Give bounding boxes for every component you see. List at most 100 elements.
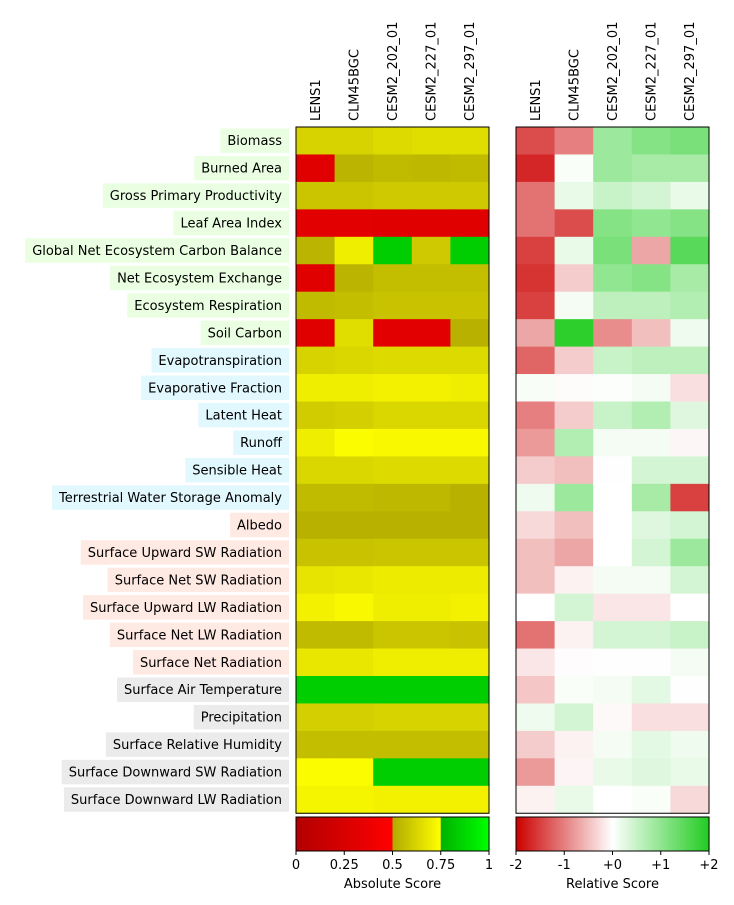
relative-colorbar-segment bbox=[549, 817, 551, 851]
absolute-colorbar-segment bbox=[385, 817, 388, 851]
absolute-col-label-cesm2-227-01: CESM2_227_01 bbox=[425, 22, 440, 121]
relative-col-label-clm45bgc: CLM45BGC bbox=[567, 49, 582, 121]
row-label-runoff: Runoff bbox=[240, 436, 283, 451]
relative-cell-surface-net-lw-radiation-cesm2-202-01 bbox=[593, 621, 633, 650]
relative-cell-surface-downward-sw-radiation-cesm2-227-01 bbox=[631, 758, 671, 787]
absolute-cell-albedo-clm45bgc bbox=[334, 511, 374, 540]
relative-colorbar-segment bbox=[548, 817, 550, 851]
row-label-surface-net-lw-radiation: Surface Net LW Radiation bbox=[117, 628, 282, 643]
relative-colorbar-segment bbox=[662, 817, 665, 851]
absolute-colorbar-segment bbox=[453, 817, 456, 851]
absolute-colorbar-segment bbox=[428, 817, 431, 851]
relative-cell-surface-downward-sw-radiation-lens1 bbox=[516, 758, 556, 787]
relative-colorbar-segment bbox=[523, 817, 525, 851]
absolute-colorbar-segment bbox=[454, 817, 457, 851]
relative-cell-precipitation-cesm2-227-01 bbox=[631, 703, 671, 732]
absolute-colorbar-segment bbox=[393, 817, 396, 851]
relative-colorbar-segment bbox=[694, 817, 697, 851]
relative-colorbar-segment bbox=[659, 817, 662, 851]
absolute-colorbar-segment bbox=[390, 817, 393, 851]
absolute-colorbar-segment bbox=[299, 817, 301, 851]
absolute-cell-burned-area-cesm2-202-01 bbox=[373, 154, 413, 183]
absolute-cell-global-net-ecosystem-carbon-balance-cesm2-227-01 bbox=[411, 236, 451, 265]
relative-cell-albedo-cesm2-227-01 bbox=[631, 511, 671, 540]
relative-colorbar-segment bbox=[592, 817, 595, 851]
relative-colorbar-segment bbox=[600, 817, 603, 851]
absolute-colorbar-segment bbox=[336, 817, 338, 851]
relative-colorbar-segment bbox=[695, 817, 698, 851]
absolute-colorbar-segment bbox=[432, 817, 435, 851]
absolute-colorbar-segment bbox=[321, 817, 323, 851]
absolute-colorbar-segment bbox=[416, 817, 419, 851]
absolute-colorbar-segment bbox=[449, 817, 452, 851]
absolute-colorbar-segment bbox=[391, 817, 394, 851]
absolute-colorbar-segment bbox=[396, 817, 399, 851]
relative-colorbar-segment bbox=[646, 817, 649, 851]
absolute-cell-precipitation-clm45bgc bbox=[334, 703, 374, 732]
absolute-cell-surface-downward-lw-radiation-clm45bgc bbox=[334, 785, 374, 814]
row-label-box-gross-primary-productivity bbox=[102, 183, 289, 208]
absolute-colorbar-segment bbox=[398, 817, 401, 851]
absolute-colorbar-segment bbox=[456, 817, 459, 851]
relative-cell-leaf-area-index-cesm2-227-01 bbox=[631, 209, 671, 238]
relative-colorbar-segment bbox=[699, 817, 702, 851]
absolute-cell-surface-upward-sw-radiation-lens1 bbox=[296, 538, 336, 567]
relative-colorbar-segment bbox=[626, 817, 629, 851]
relative-cell-sensible-heat-cesm2-297-01 bbox=[670, 456, 710, 485]
row-label-box-ecosystem-respiration bbox=[127, 293, 289, 318]
relative-colorbar-segment bbox=[655, 817, 658, 851]
relative-colorbar-segment bbox=[594, 817, 597, 851]
relative-colorbar-segment bbox=[576, 817, 578, 851]
absolute-cell-burned-area-lens1 bbox=[296, 154, 336, 183]
absolute-colorbar-segment bbox=[377, 817, 380, 851]
relative-colorbar-segment bbox=[636, 817, 639, 851]
absolute-colorbar-segment bbox=[415, 817, 418, 851]
relative-colorbar-segment bbox=[630, 817, 633, 851]
absolute-cell-global-net-ecosystem-carbon-balance-clm45bgc bbox=[334, 236, 374, 265]
relative-colorbar-segment bbox=[664, 817, 667, 851]
relative-colorbar-segment bbox=[543, 817, 545, 851]
relative-colorbar-segment bbox=[685, 817, 688, 851]
absolute-cell-precipitation-lens1 bbox=[296, 703, 336, 732]
relative-colorbar-segment bbox=[525, 817, 527, 851]
absolute-cell-surface-upward-sw-radiation-clm45bgc bbox=[334, 538, 374, 567]
absolute-colorbar-segment bbox=[297, 817, 299, 851]
absolute-col-label-cesm2-202-01: CESM2_202_01 bbox=[386, 22, 401, 121]
absolute-colorbar-segment bbox=[327, 817, 329, 851]
absolute-cell-evapotranspiration-lens1 bbox=[296, 346, 336, 375]
relative-cell-surface-net-radiation-clm45bgc bbox=[554, 648, 594, 677]
row-label-box-precipitation bbox=[193, 704, 289, 730]
relative-cell-ecosystem-respiration-clm45bgc bbox=[554, 291, 594, 320]
relative-colorbar-segment bbox=[683, 817, 686, 851]
relative-colorbar-segment bbox=[667, 817, 670, 851]
relative-colorbar-segment bbox=[561, 817, 563, 851]
relative-cell-burned-area-cesm2-297-01 bbox=[670, 154, 710, 183]
relative-colorbar-segment bbox=[611, 817, 614, 851]
absolute-colorbar-segment bbox=[388, 817, 391, 851]
row-label-box-evapotranspiration bbox=[151, 348, 289, 373]
relative-cell-surface-net-lw-radiation-clm45bgc bbox=[554, 621, 594, 650]
absolute-cell-global-net-ecosystem-carbon-balance-cesm2-297-01 bbox=[450, 236, 490, 265]
absolute-col-label-clm45bgc: CLM45BGC bbox=[347, 49, 362, 121]
absolute-col-label-cesm2-297-01: CESM2_297_01 bbox=[463, 22, 478, 121]
relative-cell-biomass-lens1 bbox=[516, 127, 556, 155]
relative-cell-ecosystem-respiration-lens1 bbox=[516, 291, 556, 320]
absolute-cell-soil-carbon-cesm2-202-01 bbox=[373, 319, 413, 348]
absolute-cell-evapotranspiration-cesm2-297-01 bbox=[450, 346, 490, 375]
absolute-cell-surface-downward-lw-radiation-cesm2-202-01 bbox=[373, 785, 413, 814]
relative-colorbar-segment bbox=[579, 817, 581, 851]
absolute-cell-soil-carbon-cesm2-227-01 bbox=[411, 319, 451, 348]
absolute-colorbar-segment bbox=[359, 817, 361, 851]
absolute-colorbar-segment bbox=[311, 817, 313, 851]
relative-cell-soil-carbon-cesm2-227-01 bbox=[631, 319, 671, 348]
absolute-col-label-lens1: LENS1 bbox=[309, 79, 324, 121]
absolute-colorbar-segment bbox=[402, 817, 405, 851]
relative-colorbar-segment bbox=[572, 817, 574, 851]
absolute-colorbar-segment bbox=[407, 817, 410, 851]
relative-colorbar-segment bbox=[644, 817, 647, 851]
relative-cell-global-net-ecosystem-carbon-balance-cesm2-227-01 bbox=[631, 236, 671, 265]
absolute-colorbar-segment bbox=[435, 817, 438, 851]
absolute-colorbar-segment bbox=[386, 817, 389, 851]
relative-colorbar-segment bbox=[520, 817, 522, 851]
relative-cell-surface-downward-lw-radiation-lens1 bbox=[516, 785, 556, 814]
